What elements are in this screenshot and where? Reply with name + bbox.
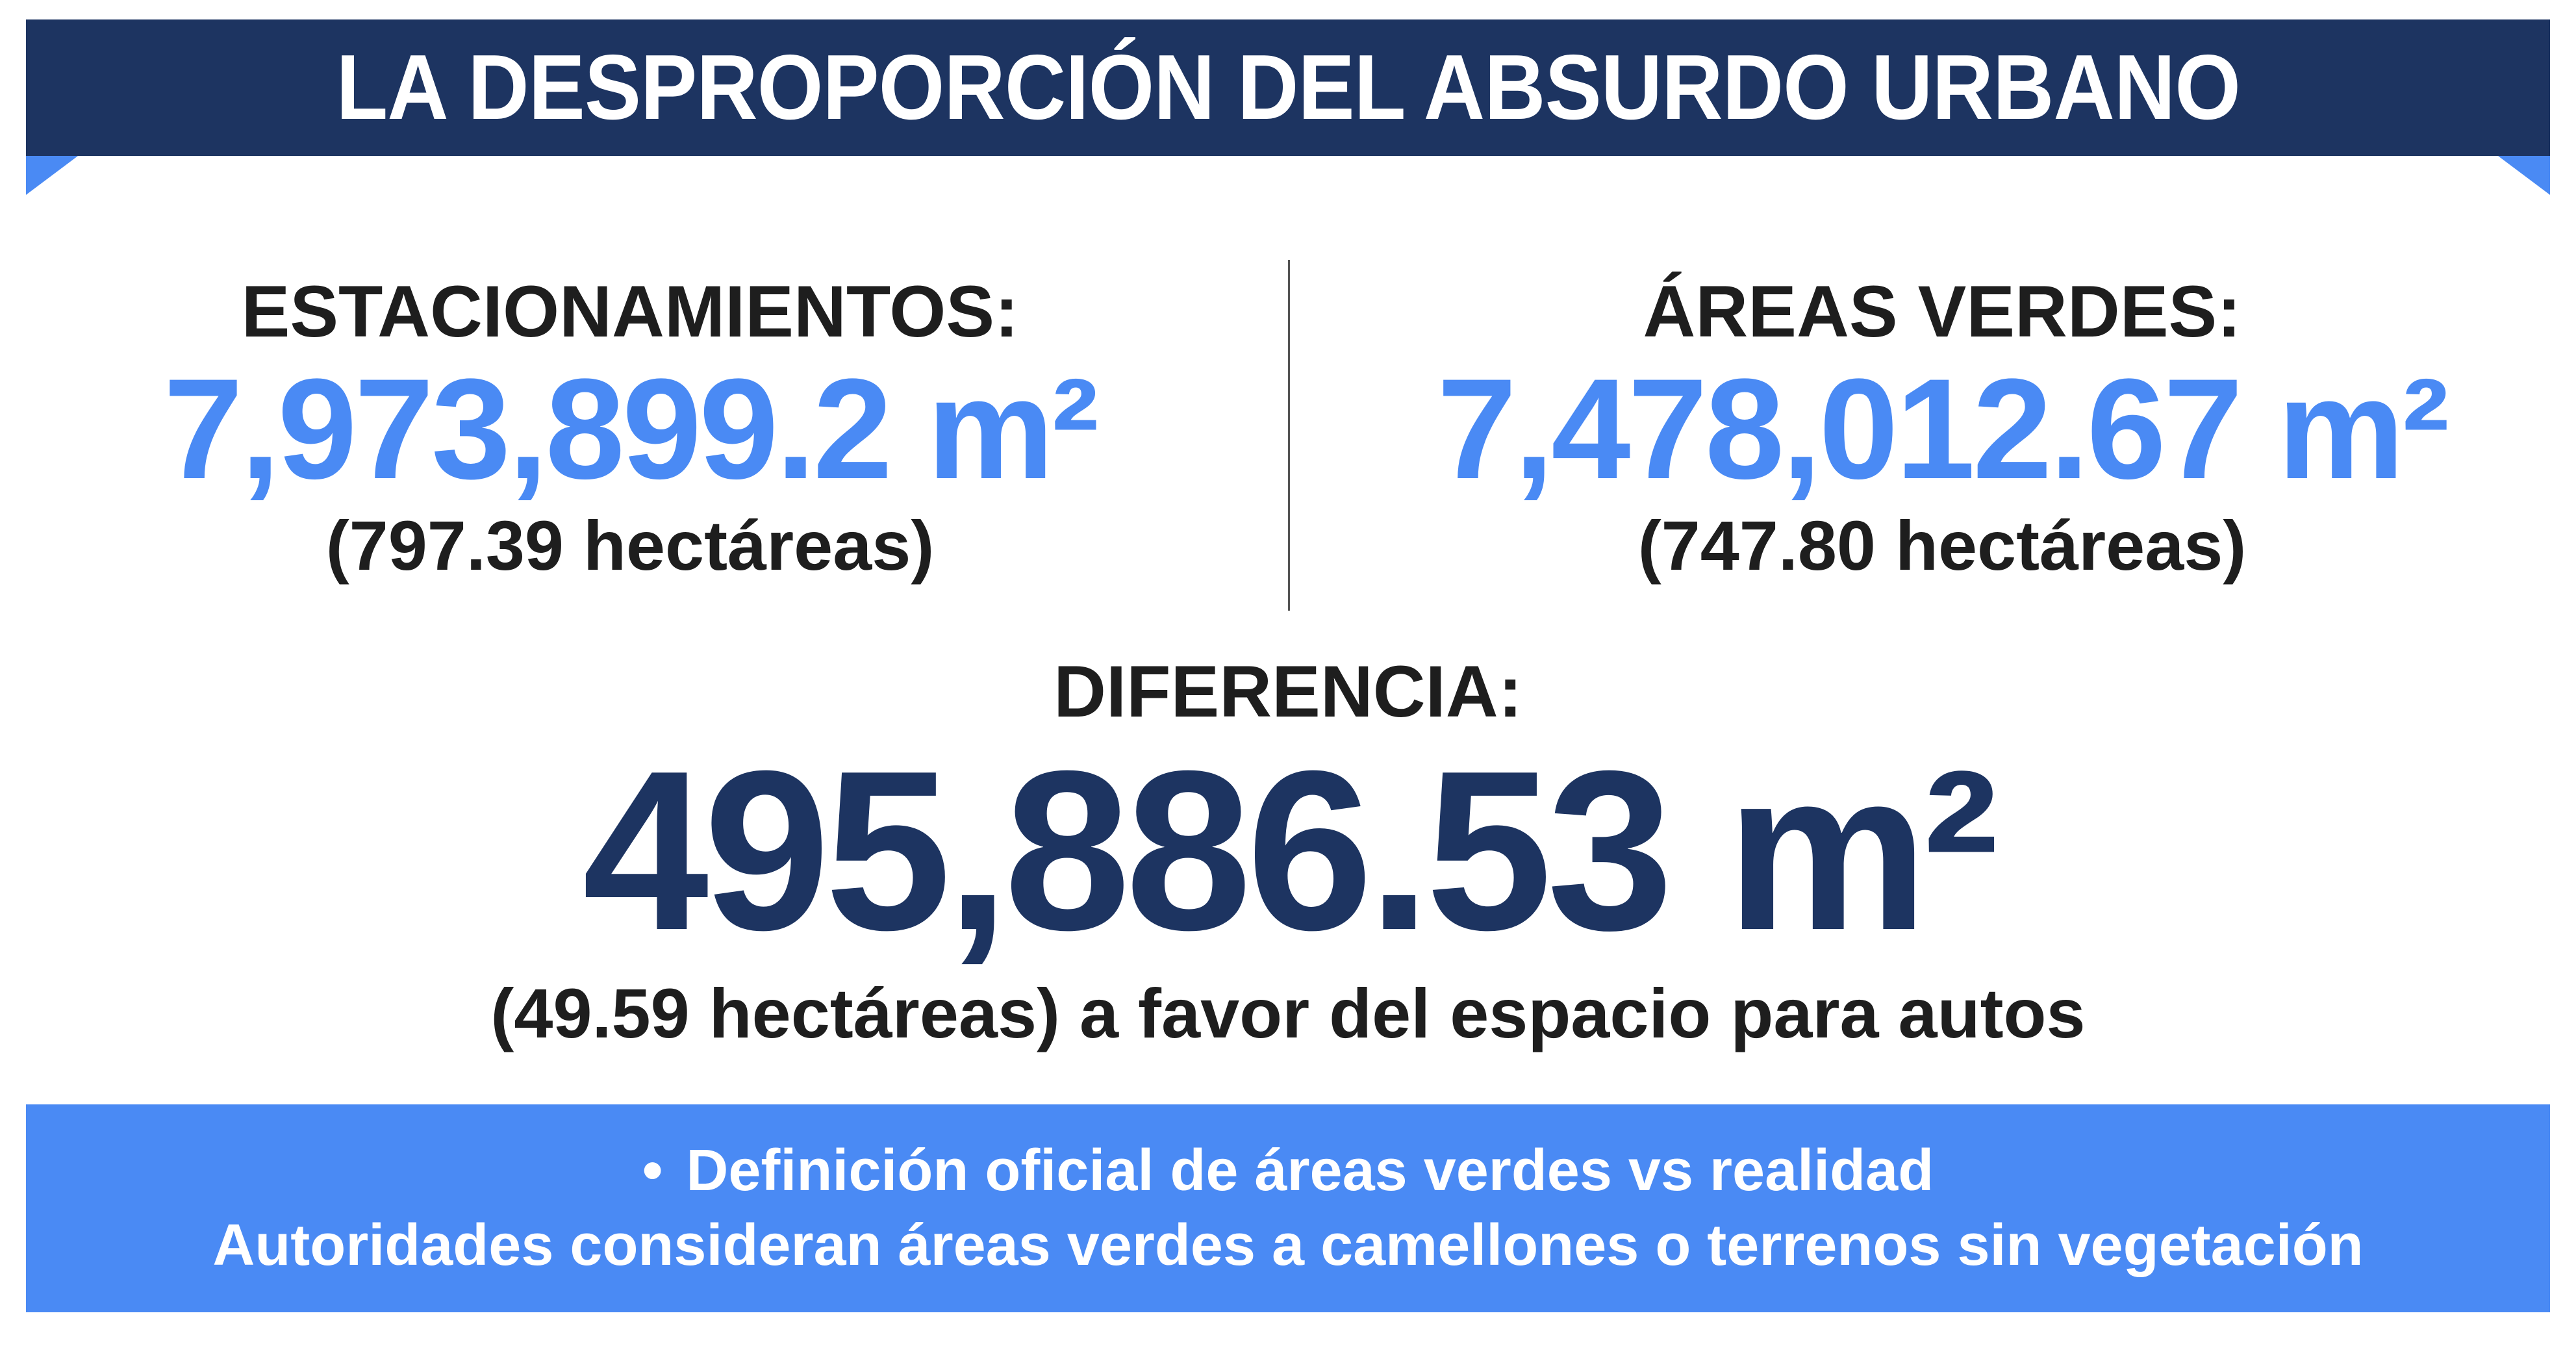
banner-fold-left (26, 156, 78, 195)
footer-line-1-text: Definición oficial de áreas verdes vs re… (686, 1138, 1934, 1203)
difference-stat: DIFERENCIA: 495,886.53 m² (49.59 hectáre… (0, 650, 2576, 1059)
footer-note: • Definición oficial de áreas verdes vs r… (26, 1104, 2550, 1312)
footer-line-1: • Definición oficial de áreas verdes vs r… (642, 1134, 1934, 1208)
difference-value: 495,886.53 m² (582, 724, 1999, 978)
title-banner: LA DESPROPORCIÓN DEL ABSURDO URBANO (26, 19, 2550, 156)
parking-hectares: (797.39 hectáreas) (325, 506, 935, 585)
column-divider (1288, 260, 1290, 611)
green-areas-stat: ÁREAS VERDES: 7,478,012.67 m² (747.80 he… (1325, 273, 2559, 585)
bullet-icon: • (642, 1138, 663, 1203)
green-areas-value: 7,478,012.67 m² (1437, 349, 2450, 509)
parking-label: ESTACIONAMIENTOS: (241, 271, 1019, 352)
green-areas-hectares: (747.80 hectáreas) (1637, 506, 2247, 585)
footer-line-2: Autoridades consideran áreas verdes a ca… (212, 1213, 2364, 1278)
difference-detail: (49.59 hectáreas) a favor del espacio pa… (490, 974, 2086, 1052)
page-title: LA DESPROPORCIÓN DEL ABSURDO URBANO (336, 36, 2240, 139)
banner-fold-right (2498, 156, 2550, 195)
parking-stat: ESTACIONAMIENTOS: 7,973,899.2 m² (797.39… (13, 273, 1247, 585)
parking-value: 7,973,899.2 m² (163, 349, 1099, 509)
green-areas-label: ÁREAS VERDES: (1643, 271, 2241, 352)
difference-label: DIFERENCIA: (1054, 651, 1522, 732)
